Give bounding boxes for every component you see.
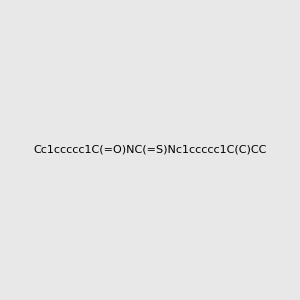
Text: Cc1ccccc1C(=O)NC(=S)Nc1ccccc1C(C)CC: Cc1ccccc1C(=O)NC(=S)Nc1ccccc1C(C)CC	[33, 145, 267, 155]
